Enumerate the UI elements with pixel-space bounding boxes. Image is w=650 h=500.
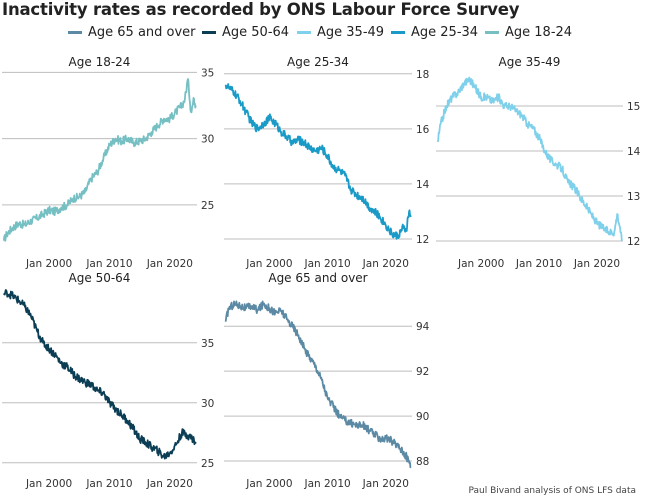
x-tick-label: Jan 2010 (303, 258, 350, 270)
x-tick-label: Jan 2010 (85, 478, 132, 490)
x-tick-label: Jan 2000 (457, 258, 504, 270)
y-tick-label: 14 (416, 179, 430, 191)
y-tick-label: 90 (416, 411, 429, 423)
legend: Age 65 and over Age 50-64 Age 35-49 Age … (0, 22, 650, 42)
x-tick-label: Jan 2020 (362, 258, 409, 270)
x-tick-label: Jan 2020 (146, 478, 193, 490)
panel-title: Age 50-64 (69, 271, 131, 285)
panel-title: Age 18-24 (69, 55, 131, 69)
y-tick-label: 30 (201, 134, 214, 146)
panel-title: Age 35-49 (499, 55, 561, 69)
chart-title: Inactivity rates as recorded by ONS Labo… (2, 0, 520, 19)
legend-item-age-35-49: Age 35-49 (297, 22, 384, 42)
series-line-age-35-49 (436, 76, 623, 242)
legend-swatch (202, 30, 216, 34)
y-tick-label: 25 (201, 200, 214, 212)
x-tick-label: Jan 2000 (25, 478, 72, 490)
panel-age-35-49: Age 35-49 12 13 14 15 Jan 2000 Jan 2010 Jan 202… (436, 55, 641, 270)
legend-label: Age 50-64 (222, 24, 290, 40)
panel-title: Age 65 and over (268, 271, 367, 285)
legend-label: Age 35-49 (317, 24, 385, 40)
caption: Paul Bivand analysis of ONS LFS data (468, 486, 636, 496)
y-tick-label: 15 (627, 101, 640, 113)
legend-label: Age 65 and over (88, 24, 196, 40)
y-tick-label: 92 (416, 366, 429, 378)
panel-title: Age 25-34 (287, 55, 349, 69)
legend-label: Age 25-34 (411, 24, 479, 40)
panel-age-18-24: Age 18-24 25 30 35 Jan 2000 Jan 2010 Jan 2020 (2, 55, 214, 270)
x-tick-label: Jan 2020 (146, 258, 193, 270)
legend-item-age-18-24: Age 18-24 (485, 22, 572, 42)
series-line-age-50-64 (3, 289, 197, 460)
x-tick-label: Jan 2000 (245, 258, 292, 270)
x-tick-label: Jan 2000 (25, 258, 72, 270)
series-line-age-65-and-over (224, 300, 412, 469)
y-tick-label: 14 (627, 146, 641, 158)
legend-item-age-65-and-over: Age 65 and over (68, 22, 196, 42)
x-tick-label: Jan 2010 (303, 478, 350, 490)
legend-swatch (485, 30, 499, 34)
legend-item-age-50-64: Age 50-64 (202, 22, 289, 42)
y-tick-label: 12 (416, 234, 429, 246)
series-line-age-18-24 (2, 78, 197, 242)
panel-age-65-and-over: Age 65 and over 88 90 92 94 Jan 2000 Jan 2010 J… (224, 271, 430, 490)
y-tick-label: 35 (201, 67, 214, 79)
legend-swatch (68, 30, 82, 34)
y-tick-label: 16 (416, 124, 430, 136)
x-tick-label: Jan 2020 (362, 478, 409, 490)
y-tick-label: 12 (627, 236, 640, 248)
legend-swatch (391, 30, 405, 34)
y-tick-label: 35 (201, 338, 214, 350)
y-tick-label: 13 (627, 191, 640, 203)
y-tick-label: 30 (201, 398, 214, 410)
panel-age-25-34: Age 25-34 12 14 16 18 Jan 2000 Jan 2010 Jan 202… (224, 55, 430, 270)
x-tick-label: Jan 2020 (573, 258, 620, 270)
legend-swatch (297, 30, 311, 34)
panel-age-50-64: Age 50-64 25 30 35 Jan 2000 Jan 2010 Jan 2020 (2, 271, 214, 490)
x-tick-label: Jan 2000 (245, 478, 292, 490)
x-tick-label: Jan 2010 (515, 258, 562, 270)
y-tick-label: 94 (416, 321, 430, 333)
legend-label: Age 18-24 (505, 24, 573, 40)
y-tick-label: 25 (201, 458, 214, 470)
legend-item-age-25-34: Age 25-34 (391, 22, 478, 42)
x-tick-label: Jan 2010 (85, 258, 132, 270)
y-tick-label: 18 (416, 69, 429, 81)
y-tick-label: 88 (416, 456, 429, 468)
series-line-age-25-34 (224, 83, 412, 240)
